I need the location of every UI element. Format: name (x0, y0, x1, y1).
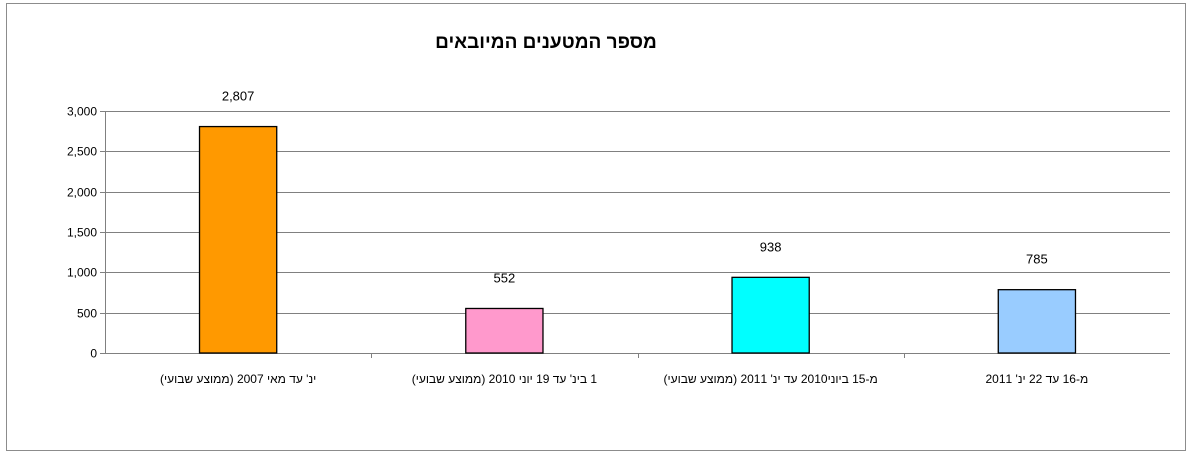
y-tick-label: 0 (90, 347, 97, 361)
data-label: 938 (760, 239, 782, 254)
category-label: ינ' עד מאי 2007 (ממוצע שבועי) (160, 372, 316, 386)
data-label: 552 (494, 270, 516, 285)
y-tick-label: 500 (77, 307, 97, 321)
y-tick-label: 2,500 (67, 145, 97, 159)
data-label: 2,807 (222, 89, 255, 104)
category-label: 1 בינ' עד 19 יוני 2010 (ממוצע שבועי) (412, 372, 598, 386)
bar-chart: מספר המטענים המיובאים 0 500 1,000 1,500 2,00… (67, 32, 1170, 386)
y-tick-label: 3,000 (67, 105, 97, 119)
category-label: מ-15 ביוני2010 עד ינ' 2011 (ממוצע שבועי) (664, 372, 878, 386)
chart-frame: מספר המטענים המיובאים 0 500 1,000 1,500 2,00… (6, 3, 1186, 451)
data-labels: 2,807 552 938 785 (222, 89, 1048, 286)
gridlines (105, 111, 1170, 314)
bar (465, 307, 544, 354)
y-tick-label: 2,000 (67, 186, 97, 200)
y-tick-label: 1,500 (67, 226, 97, 240)
bar (198, 125, 278, 354)
bar (997, 289, 1077, 354)
axes: 0 500 1,000 1,500 2,000 2,500 3,000 ינ' עד מאי … (67, 105, 1170, 386)
y-tick-label: 1,000 (67, 266, 97, 280)
chart-title: מספר המטענים המיובאים (435, 32, 657, 53)
data-label: 785 (1026, 252, 1048, 267)
bars (198, 125, 1077, 354)
category-label: מ-16 עד 22 ינ' 2011 (986, 372, 1089, 386)
bar (731, 276, 810, 354)
